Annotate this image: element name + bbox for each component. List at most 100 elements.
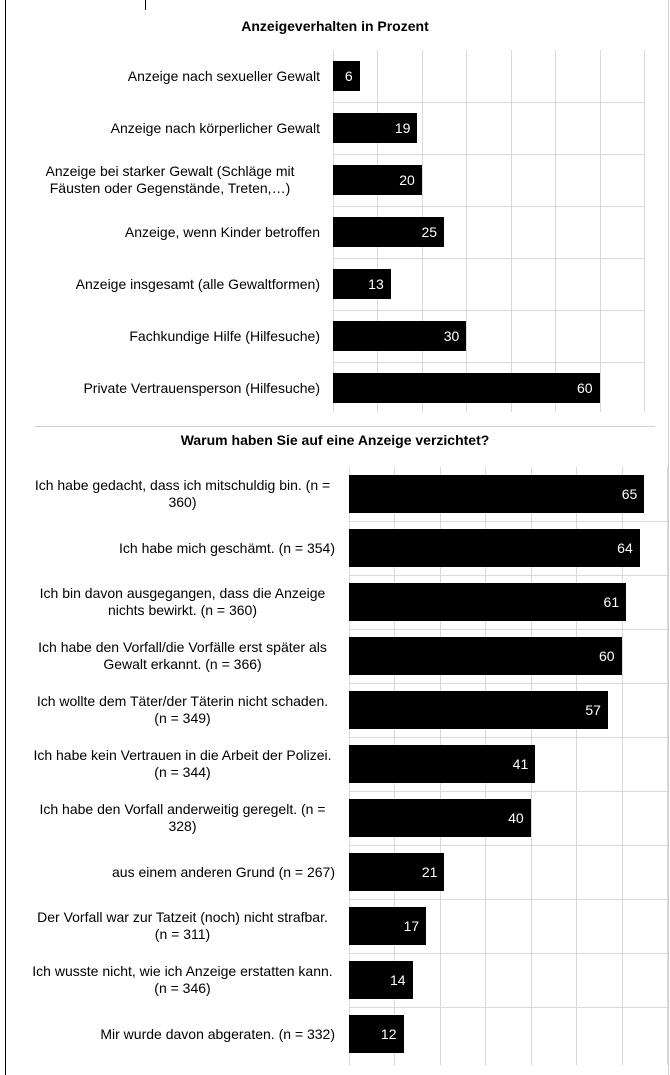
category-label: Anzeige, wenn Kinder betroffen	[124, 223, 320, 240]
category-label: Ich wusste nicht, wie ich Anzeige erstat…	[32, 963, 333, 996]
bar	[349, 799, 531, 837]
grid-line	[644, 50, 645, 412]
category-label: Mir wurde davon abgeraten. (n = 332)	[100, 1025, 335, 1042]
category-label-box: Anzeige nach sexueller Gewalt	[20, 50, 320, 102]
bar	[349, 529, 640, 567]
category-label: Ich habe den Vorfall anderweitig geregel…	[39, 801, 326, 834]
value-label: 12	[380, 1026, 397, 1042]
category-label: aus einem anderen Grund (n = 267)	[112, 863, 335, 880]
category-label-box: Anzeige bei starker Gewalt (Schläge mit …	[20, 154, 320, 206]
separator	[35, 426, 655, 427]
category-label: Anzeige insgesamt (alle Gewaltformen)	[75, 275, 320, 292]
value-label: 17	[403, 918, 420, 934]
row-line	[333, 362, 644, 363]
category-label-box: Ich habe mich geschämt. (n = 354)	[30, 521, 335, 575]
row-line	[349, 899, 667, 900]
row-line	[349, 845, 667, 846]
category-label-box: Anzeige nach körperlicher Gewalt	[20, 102, 320, 154]
chart-title: Anzeigeverhalten in Prozent	[241, 18, 429, 34]
frame-tick	[145, 0, 146, 10]
category-label-box: Ich habe gedacht, dass ich mitschuldig b…	[30, 467, 335, 521]
row-line	[349, 1007, 667, 1008]
bar	[349, 853, 445, 891]
category-label-box: Ich habe den Vorfall/die Vorfälle erst s…	[30, 629, 335, 683]
bar	[349, 475, 645, 513]
chart-title: Warum haben Sie auf eine Anzeige verzich…	[180, 432, 490, 448]
category-label-box: aus einem anderen Grund (n = 267)	[30, 845, 335, 899]
value-label: 57	[585, 702, 601, 718]
grid-line	[555, 50, 557, 412]
category-label: Ich wollte dem Täter/der Täterin nicht s…	[36, 693, 329, 726]
row-line	[333, 310, 644, 311]
row-line	[349, 521, 667, 522]
category-label: Anzeige nach körperlicher Gewalt	[110, 119, 320, 136]
row-line	[333, 102, 644, 103]
category-label-box: Ich wusste nicht, wie ich Anzeige erstat…	[30, 953, 335, 1007]
category-label: Fachkundige Hilfe (Hilfesuche)	[129, 327, 320, 344]
bar	[349, 745, 536, 783]
bar	[333, 269, 391, 299]
category-label: Ich bin davon ausgegangen, dass die Anze…	[39, 585, 326, 618]
category-label-box: Private Vertrauensperson (Hilfesuche)	[20, 362, 320, 414]
value-label: 30	[443, 328, 460, 344]
category-label: Ich habe den Vorfall/die Vorfälle erst s…	[38, 639, 327, 672]
category-label: Anzeige nach sexueller Gewalt	[127, 67, 320, 84]
grid-line	[510, 50, 512, 412]
category-label: Ich habe gedacht, dass ich mitschuldig b…	[34, 477, 331, 510]
grid-line	[599, 50, 601, 412]
bar	[349, 1015, 404, 1053]
bar	[333, 217, 445, 247]
grid-line	[621, 467, 623, 1065]
category-label: Anzeige bei starker Gewalt (Schläge mit …	[45, 163, 295, 196]
value-label: 25	[421, 224, 438, 240]
value-label: 19	[394, 120, 411, 136]
category-label-box: Anzeige insgesamt (alle Gewaltformen)	[20, 258, 320, 310]
category-label-box: Ich wollte dem Täter/der Täterin nicht s…	[30, 683, 335, 737]
category-label-box: Der Vorfall war zur Tatzeit (noch) nicht…	[30, 899, 335, 953]
bar	[349, 583, 627, 621]
bar	[349, 907, 427, 945]
value-label: 65	[621, 486, 638, 502]
row-line	[333, 258, 644, 259]
value-label: 61	[603, 594, 620, 610]
bar	[333, 321, 467, 351]
value-label: 64	[617, 540, 633, 556]
value-label: 13	[368, 276, 384, 292]
category-label: Ich habe kein Vertrauen in die Arbeit de…	[33, 747, 332, 780]
frame-right	[668, 0, 669, 1075]
bar	[333, 165, 422, 195]
category-label-box: Fachkundige Hilfe (Hilfesuche)	[20, 310, 320, 362]
bar	[349, 637, 622, 675]
category-label: Der Vorfall war zur Tatzeit (noch) nicht…	[37, 909, 328, 942]
row-line	[349, 737, 667, 738]
category-label: Ich habe mich geschämt. (n = 354)	[119, 539, 335, 556]
row-line	[349, 683, 667, 684]
value-label: 14	[390, 972, 406, 988]
value-label: 40	[508, 810, 524, 826]
value-label: 60	[576, 380, 593, 396]
row-line	[349, 791, 667, 792]
bar	[349, 691, 608, 729]
row-line	[349, 629, 667, 630]
grid-line	[466, 50, 468, 412]
category-label-box: Mir wurde davon abgeraten. (n = 332)	[30, 1007, 335, 1061]
row-line	[333, 154, 644, 155]
value-label: 20	[399, 172, 415, 188]
bar	[333, 61, 360, 91]
value-label: 6	[344, 68, 353, 84]
value-label: 21	[421, 864, 438, 880]
category-label-box: Ich habe kein Vertrauen in die Arbeit de…	[30, 737, 335, 791]
grid-line	[576, 467, 578, 1065]
bar	[333, 373, 600, 403]
row-line	[349, 953, 667, 954]
value-label: 41	[512, 756, 529, 772]
row-line	[349, 575, 667, 576]
bar	[349, 961, 413, 999]
value-label: 60	[598, 648, 615, 664]
frame-left	[5, 0, 6, 1075]
grid-line	[667, 467, 668, 1065]
category-label: Private Vertrauensperson (Hilfesuche)	[83, 379, 320, 396]
category-label-box: Anzeige, wenn Kinder betroffen	[20, 206, 320, 258]
bar	[333, 113, 418, 143]
